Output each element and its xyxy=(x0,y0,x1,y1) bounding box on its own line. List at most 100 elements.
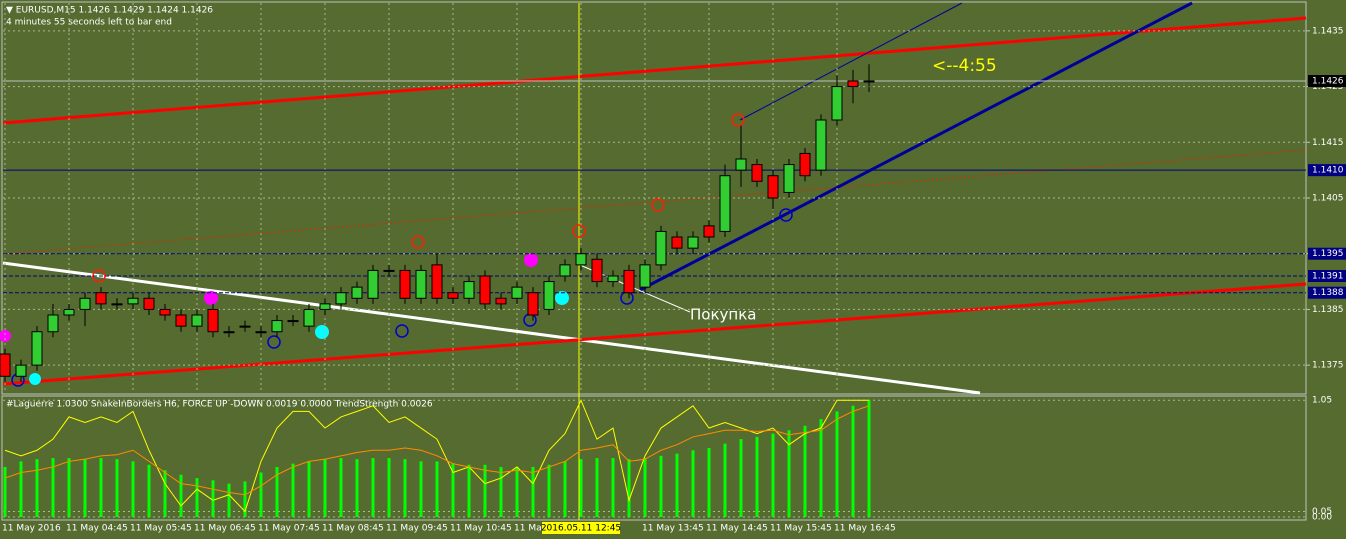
marker xyxy=(411,235,425,249)
candle-body xyxy=(351,286,363,299)
marker xyxy=(267,335,281,349)
marker xyxy=(315,325,329,339)
candle-body xyxy=(319,303,331,310)
candle-body xyxy=(847,80,859,88)
marker xyxy=(555,291,569,305)
candle-body xyxy=(799,152,811,177)
marker xyxy=(620,291,634,305)
indicator-line xyxy=(4,405,870,496)
x-tick-label: 11 May 14:45 xyxy=(706,524,768,534)
trend-line-white xyxy=(2,261,981,395)
candle-body xyxy=(207,308,219,333)
marker xyxy=(524,253,538,267)
timer-annotation: <--4:55 xyxy=(932,56,997,76)
plot: 1.1435 1.1425 1.1415 1.1405 1.1395 1.1385 1.13… xyxy=(0,3,1346,534)
candle-body xyxy=(287,320,299,323)
price-tag xyxy=(1308,286,1346,299)
marker xyxy=(731,113,745,127)
candle-body xyxy=(191,314,203,327)
candle-body xyxy=(111,303,123,306)
candle-body xyxy=(735,158,747,171)
candle-body xyxy=(815,119,827,171)
x-tick-label: 11 May 08:45 xyxy=(322,524,384,534)
marker xyxy=(651,198,665,212)
candle-body xyxy=(591,258,603,283)
candle-body xyxy=(559,264,571,277)
y-tick-label: 1.1405 xyxy=(1312,194,1344,204)
marker xyxy=(395,324,409,338)
price-tag-label: 1.1391 xyxy=(1312,272,1344,282)
candle-body xyxy=(175,314,187,327)
candle-body xyxy=(159,308,171,316)
price-tag xyxy=(1308,164,1346,177)
trend-line-thin xyxy=(739,2,963,121)
y-tick-label: 1.05 xyxy=(1312,396,1332,406)
candle-body xyxy=(703,225,715,238)
x-tick-label: 11 May 07:45 xyxy=(258,524,320,534)
channel-bottom xyxy=(2,282,1307,386)
y-tick-label: 1.1385 xyxy=(1312,305,1344,315)
crosshair-time-box xyxy=(542,522,620,534)
price-tag xyxy=(1308,247,1346,260)
candle-body xyxy=(47,314,59,333)
candle-body xyxy=(463,281,475,299)
candle-body xyxy=(655,230,667,266)
x-tick-label: 11 May 16:45 xyxy=(834,524,896,534)
candle-body xyxy=(271,320,283,333)
candle-body xyxy=(127,297,139,305)
price-tag-label: 1.1426 xyxy=(1312,77,1344,87)
candle-body xyxy=(863,80,875,83)
candle-body xyxy=(383,269,395,272)
crosshair-time: 2016.05.11 12:45 xyxy=(541,524,621,534)
markers xyxy=(0,113,793,387)
candle-body xyxy=(143,297,155,310)
marker xyxy=(523,313,537,327)
candle-body xyxy=(367,269,379,299)
price-tag xyxy=(1308,270,1346,282)
candle-body xyxy=(671,236,683,249)
candle-body xyxy=(0,353,11,377)
candle-body xyxy=(447,292,459,299)
channel-top xyxy=(2,16,1307,125)
marker xyxy=(29,373,41,385)
candle-body xyxy=(399,269,411,299)
x-tick-label: 11 May 06:45 xyxy=(194,524,256,534)
y-tick-label: 1.1435 xyxy=(1312,26,1344,36)
candle-body xyxy=(639,264,651,288)
candle-body xyxy=(767,175,779,199)
marker xyxy=(572,224,586,238)
indicator-frame xyxy=(1,395,1307,521)
price-tag xyxy=(1308,75,1346,87)
symbol-line: ▼ EURUSD,M15 1.1426 1.1429 1.1424 1.1426 xyxy=(6,6,213,16)
x-tick-label: 11 May 09:45 xyxy=(386,524,448,534)
candle-body xyxy=(687,236,699,249)
candle-body xyxy=(623,269,635,294)
candle-body xyxy=(495,297,507,305)
channel-mid xyxy=(2,149,1307,255)
candle-body xyxy=(719,175,731,232)
countdown: 4 minutes 55 seconds left to bar end xyxy=(6,18,172,28)
candle-body xyxy=(607,275,619,283)
candle-body xyxy=(95,292,107,305)
price-tag-label: 1.1410 xyxy=(1312,166,1344,176)
y-tick-label: 0.00 xyxy=(1312,513,1332,523)
candle-body xyxy=(303,308,315,327)
candle-body xyxy=(527,292,539,316)
candle-body xyxy=(479,275,491,305)
candle-body xyxy=(431,264,443,299)
x-tick-label: 11 May 13:45 xyxy=(642,524,704,534)
candle-body xyxy=(255,331,267,334)
y-tick-label: 1.1415 xyxy=(1312,138,1344,148)
candle-body xyxy=(511,286,523,299)
indicator-title: #Laguerre 1.0300 SnakeInBorders H6, FORC… xyxy=(6,400,433,410)
candle-body xyxy=(63,308,75,316)
signal-annotation: Покупка xyxy=(690,306,756,324)
y-tick-label: 1.1375 xyxy=(1312,361,1344,371)
x-tick-label: 11 May 10:45 xyxy=(450,524,512,534)
candle-body xyxy=(831,86,843,121)
marker xyxy=(779,208,793,222)
x-tick-label: 11 May 04:45 xyxy=(66,524,128,534)
marker xyxy=(0,330,11,342)
candle-body xyxy=(575,253,587,266)
